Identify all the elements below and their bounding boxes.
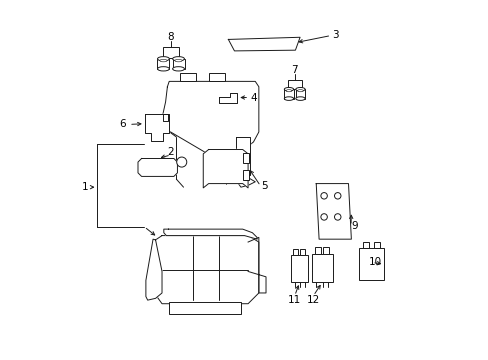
Circle shape <box>176 157 186 167</box>
Ellipse shape <box>297 90 303 92</box>
Bar <box>295 89 305 99</box>
Bar <box>242 153 249 163</box>
Text: 3: 3 <box>332 30 339 40</box>
Ellipse shape <box>172 67 184 71</box>
Bar <box>169 302 241 315</box>
Ellipse shape <box>157 57 169 61</box>
Bar <box>284 89 293 99</box>
Text: 12: 12 <box>306 295 319 305</box>
Text: 10: 10 <box>368 257 382 267</box>
Text: 1: 1 <box>81 182 88 192</box>
Polygon shape <box>316 184 351 239</box>
Bar <box>359 248 384 280</box>
Circle shape <box>334 193 340 199</box>
Polygon shape <box>155 235 258 304</box>
Bar <box>314 247 320 253</box>
Bar <box>373 242 379 248</box>
Ellipse shape <box>160 59 167 62</box>
Bar <box>208 73 224 81</box>
Bar <box>163 47 179 58</box>
Bar <box>323 247 328 253</box>
Text: 4: 4 <box>250 93 256 103</box>
Text: 6: 6 <box>119 120 125 129</box>
Text: 11: 11 <box>287 295 301 305</box>
Ellipse shape <box>284 97 293 100</box>
Bar <box>180 73 196 81</box>
Text: 8: 8 <box>167 32 174 42</box>
Text: 5: 5 <box>261 181 267 191</box>
Bar <box>172 59 184 69</box>
Bar <box>242 170 249 180</box>
Bar <box>311 253 332 282</box>
Ellipse shape <box>172 57 184 61</box>
Polygon shape <box>228 37 300 51</box>
Circle shape <box>320 193 326 199</box>
Polygon shape <box>235 137 249 175</box>
Bar <box>287 80 301 89</box>
Polygon shape <box>144 114 169 140</box>
Polygon shape <box>163 229 257 239</box>
Bar <box>290 255 308 282</box>
Polygon shape <box>219 93 237 103</box>
Bar <box>362 242 368 248</box>
Ellipse shape <box>295 87 305 91</box>
Ellipse shape <box>175 59 182 62</box>
Ellipse shape <box>284 87 293 91</box>
Ellipse shape <box>295 97 305 100</box>
Circle shape <box>334 214 340 220</box>
Bar <box>300 249 305 255</box>
Ellipse shape <box>157 67 169 71</box>
Bar <box>157 59 169 69</box>
Circle shape <box>320 214 326 220</box>
Text: 9: 9 <box>351 221 358 231</box>
Polygon shape <box>203 149 247 188</box>
Ellipse shape <box>285 90 291 92</box>
Polygon shape <box>145 239 162 300</box>
Text: 2: 2 <box>167 147 174 157</box>
Text: 7: 7 <box>291 65 297 75</box>
Bar <box>293 249 298 255</box>
Polygon shape <box>162 81 258 187</box>
Polygon shape <box>138 158 177 176</box>
